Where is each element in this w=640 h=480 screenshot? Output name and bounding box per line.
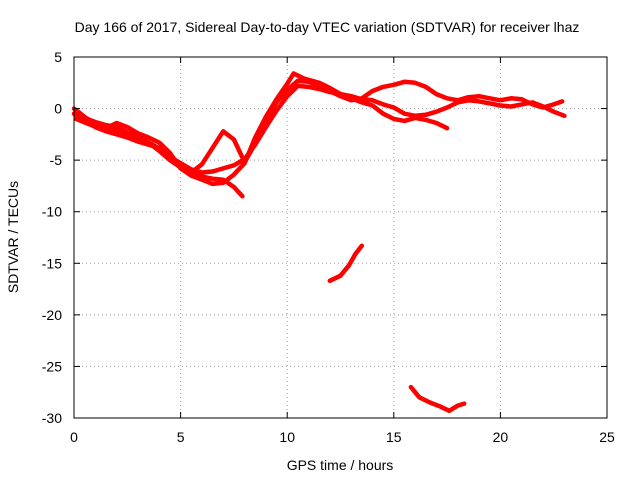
y-tick-label: -30 xyxy=(42,410,62,426)
x-tick-label: 20 xyxy=(493,429,509,445)
x-axis-label: GPS time / hours xyxy=(287,457,394,473)
series-arc-4 xyxy=(73,71,450,187)
y-tick-label: 0 xyxy=(54,101,62,117)
y-tick-label: 5 xyxy=(54,49,62,65)
x-tick-label: 25 xyxy=(599,429,615,445)
y-tick-label: -5 xyxy=(50,152,63,168)
chart-title: Day 166 of 2017, Sidereal Day-to-day VTE… xyxy=(75,19,580,35)
x-tick-label: 10 xyxy=(279,429,295,445)
plot-frame xyxy=(73,56,608,419)
x-tick-label: 0 xyxy=(70,429,78,445)
y-tick-label: -15 xyxy=(42,255,62,271)
series-arc-3 xyxy=(76,78,565,175)
y-tick-label: -10 xyxy=(42,204,62,220)
x-tick-label: 15 xyxy=(386,429,402,445)
y-axis-label: SDTVAR / TECUs xyxy=(5,181,21,293)
series-layer xyxy=(71,71,567,414)
y-tick-label: -20 xyxy=(42,307,62,323)
x-tick-label: 5 xyxy=(177,429,185,445)
tick-marks xyxy=(73,56,608,419)
y-tick-label: -25 xyxy=(42,358,62,374)
y-tick-labels: 5 0 -5 -10 -15 -20 -25 -30 xyxy=(42,49,62,426)
series-arc-6 xyxy=(408,384,467,414)
series-arc-5 xyxy=(327,243,365,284)
x-tick-labels: 0 5 10 15 20 25 xyxy=(70,429,615,445)
